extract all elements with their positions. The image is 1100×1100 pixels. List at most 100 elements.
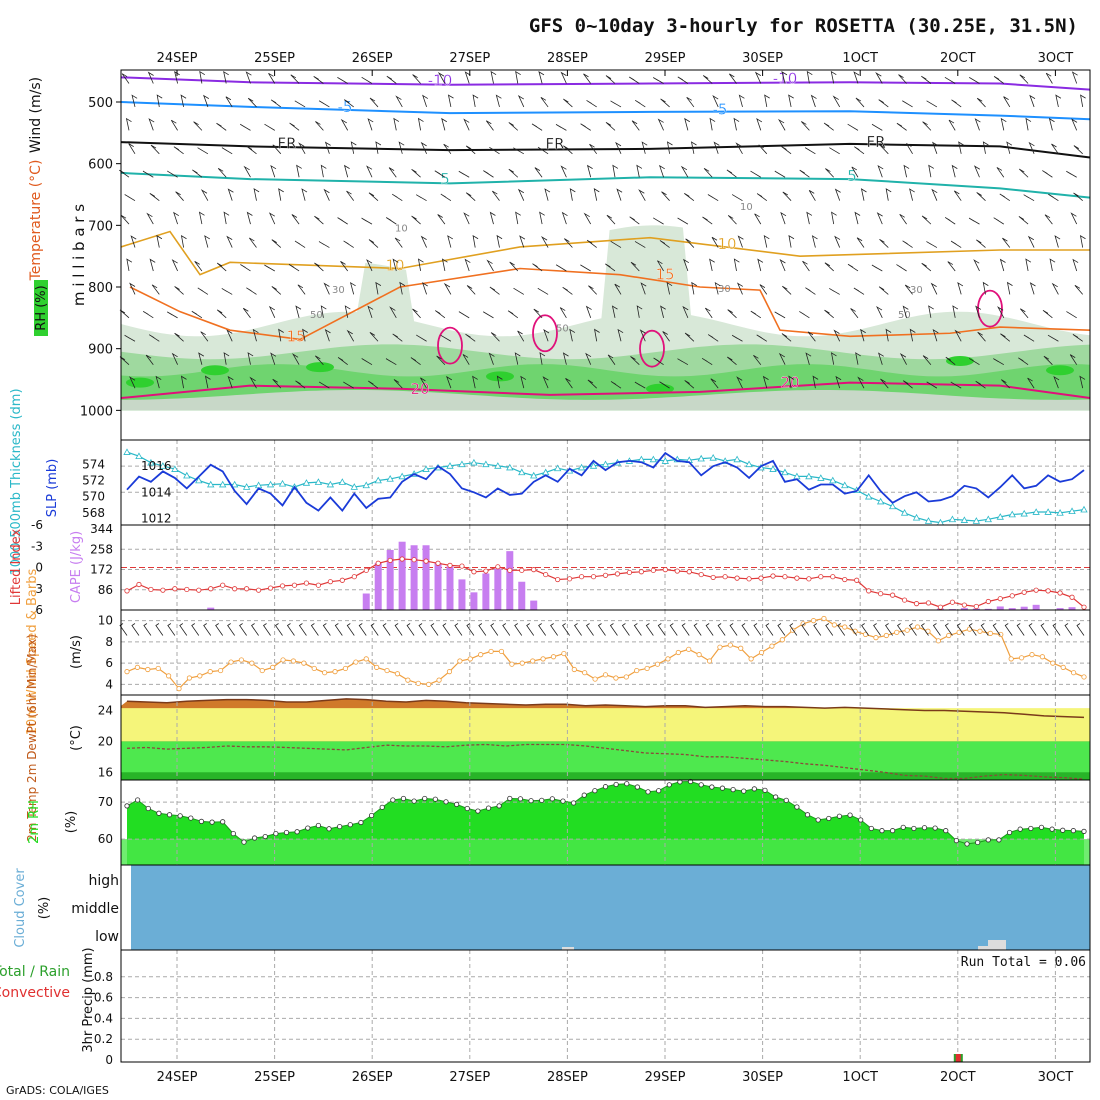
contour-label: 20 bbox=[410, 380, 429, 398]
rh2m-label: 2m RH bbox=[27, 800, 42, 844]
thickness-tick: 568 bbox=[82, 506, 105, 520]
wind-barb bbox=[562, 352, 569, 365]
wind10-marker bbox=[904, 627, 910, 633]
wind-barb bbox=[361, 76, 373, 84]
wind10-marker bbox=[384, 667, 390, 674]
wind-barb bbox=[902, 100, 913, 108]
wind-barb bbox=[508, 122, 519, 131]
li-marker bbox=[567, 576, 573, 582]
wind-barb bbox=[612, 164, 619, 178]
wind-barb bbox=[375, 141, 382, 154]
wind-barb bbox=[242, 307, 251, 319]
cape-bar bbox=[960, 608, 968, 610]
wind-barb bbox=[171, 352, 178, 365]
wind10-marker bbox=[977, 628, 983, 634]
li-marker bbox=[1009, 593, 1015, 599]
wind10-marker bbox=[644, 665, 650, 672]
wind-barb bbox=[977, 331, 986, 342]
wind10-marker bbox=[738, 645, 744, 651]
wind-barb bbox=[1054, 235, 1061, 248]
cape-tick: 172 bbox=[90, 563, 113, 577]
cloud-level-label: low bbox=[95, 929, 119, 945]
wind-barb bbox=[854, 211, 861, 225]
rh2m-marker bbox=[464, 805, 470, 812]
wind-barb bbox=[587, 379, 597, 389]
thickness-marker bbox=[1080, 505, 1088, 513]
wind-barb bbox=[677, 76, 689, 84]
wind10-tick: 6 bbox=[105, 656, 113, 670]
bottom-date-label: 26SEP bbox=[352, 1070, 393, 1085]
rh2m-marker bbox=[411, 798, 417, 804]
wind-barb bbox=[295, 305, 302, 318]
wind10-marker bbox=[935, 638, 941, 644]
li-marker bbox=[339, 577, 345, 583]
wind-barb bbox=[148, 334, 160, 342]
wind-barb bbox=[268, 212, 276, 225]
wind-barb bbox=[710, 378, 719, 389]
wind-barb bbox=[976, 239, 986, 248]
wind-barb bbox=[580, 264, 591, 272]
thickness-marker bbox=[470, 458, 478, 466]
wind-barb bbox=[544, 188, 551, 201]
li-tick: -3 bbox=[31, 539, 43, 553]
wind-barb bbox=[973, 259, 980, 272]
contour-label: 5 bbox=[847, 167, 857, 185]
wind-barb bbox=[909, 188, 915, 201]
wind10-marker bbox=[238, 657, 245, 663]
wind-barb bbox=[875, 71, 883, 84]
wind-barb bbox=[1029, 94, 1036, 108]
wind-barb bbox=[804, 147, 816, 155]
wind-barb bbox=[385, 217, 397, 225]
contour-label: FR bbox=[277, 134, 296, 152]
thick-frame bbox=[120, 439, 1091, 526]
wind10-barb bbox=[681, 623, 690, 636]
rh2m-marker bbox=[783, 797, 789, 803]
rh-patch bbox=[486, 371, 514, 382]
rh2m-panel: 70 60 2m RH (%) bbox=[27, 778, 1091, 866]
wind10-barb bbox=[645, 623, 654, 636]
wind10-marker bbox=[1070, 670, 1077, 676]
rh2m-marker bbox=[879, 828, 885, 834]
rh2m-marker bbox=[932, 825, 938, 831]
wind-barb bbox=[685, 238, 695, 248]
li-marker bbox=[770, 573, 776, 579]
wind-barb bbox=[878, 286, 889, 295]
cape-bar bbox=[1032, 604, 1040, 610]
rh2m-marker bbox=[1028, 825, 1034, 832]
wind-barb bbox=[731, 334, 743, 342]
wind-barb bbox=[802, 260, 810, 272]
wind-barb bbox=[227, 188, 234, 201]
wind10-marker bbox=[145, 666, 151, 673]
wind-barb bbox=[532, 263, 543, 272]
wind-barb bbox=[996, 167, 1005, 178]
wind-barb bbox=[290, 74, 300, 84]
wind-barb bbox=[204, 235, 211, 248]
thickness-marker bbox=[266, 480, 275, 488]
wind10-marker bbox=[218, 667, 224, 674]
wind-barb bbox=[799, 311, 810, 319]
wind-barb bbox=[855, 352, 861, 365]
wind-barb bbox=[951, 99, 962, 108]
wind-barb bbox=[808, 190, 816, 201]
wind-barb bbox=[909, 328, 916, 342]
rh-contour-label: 50 bbox=[310, 310, 323, 321]
cloud-low-bar bbox=[978, 946, 988, 950]
cloud-unit: (%) bbox=[37, 897, 52, 920]
wind-barb bbox=[346, 190, 355, 201]
rh2m-marker bbox=[549, 796, 555, 802]
wind-barb bbox=[922, 355, 932, 365]
wind-barb bbox=[634, 381, 646, 389]
wind-barb bbox=[555, 264, 567, 272]
wind-barb bbox=[1071, 71, 1078, 84]
thickness-marker bbox=[326, 480, 335, 488]
wind-barb bbox=[314, 215, 324, 225]
rh-contour-label: 30 bbox=[332, 285, 345, 296]
wind10-marker bbox=[259, 667, 265, 674]
wind-barb bbox=[148, 118, 155, 131]
cape-li-panel: -6 -3 0 3 6 344 258 172 86 Lifted Index CAPE (J/kg… bbox=[9, 518, 1091, 617]
wind10-barb bbox=[633, 623, 642, 636]
cape-bar bbox=[410, 545, 418, 610]
wind-barb bbox=[217, 167, 227, 178]
cape-tick: 258 bbox=[90, 542, 113, 556]
wind-barb bbox=[736, 282, 744, 295]
